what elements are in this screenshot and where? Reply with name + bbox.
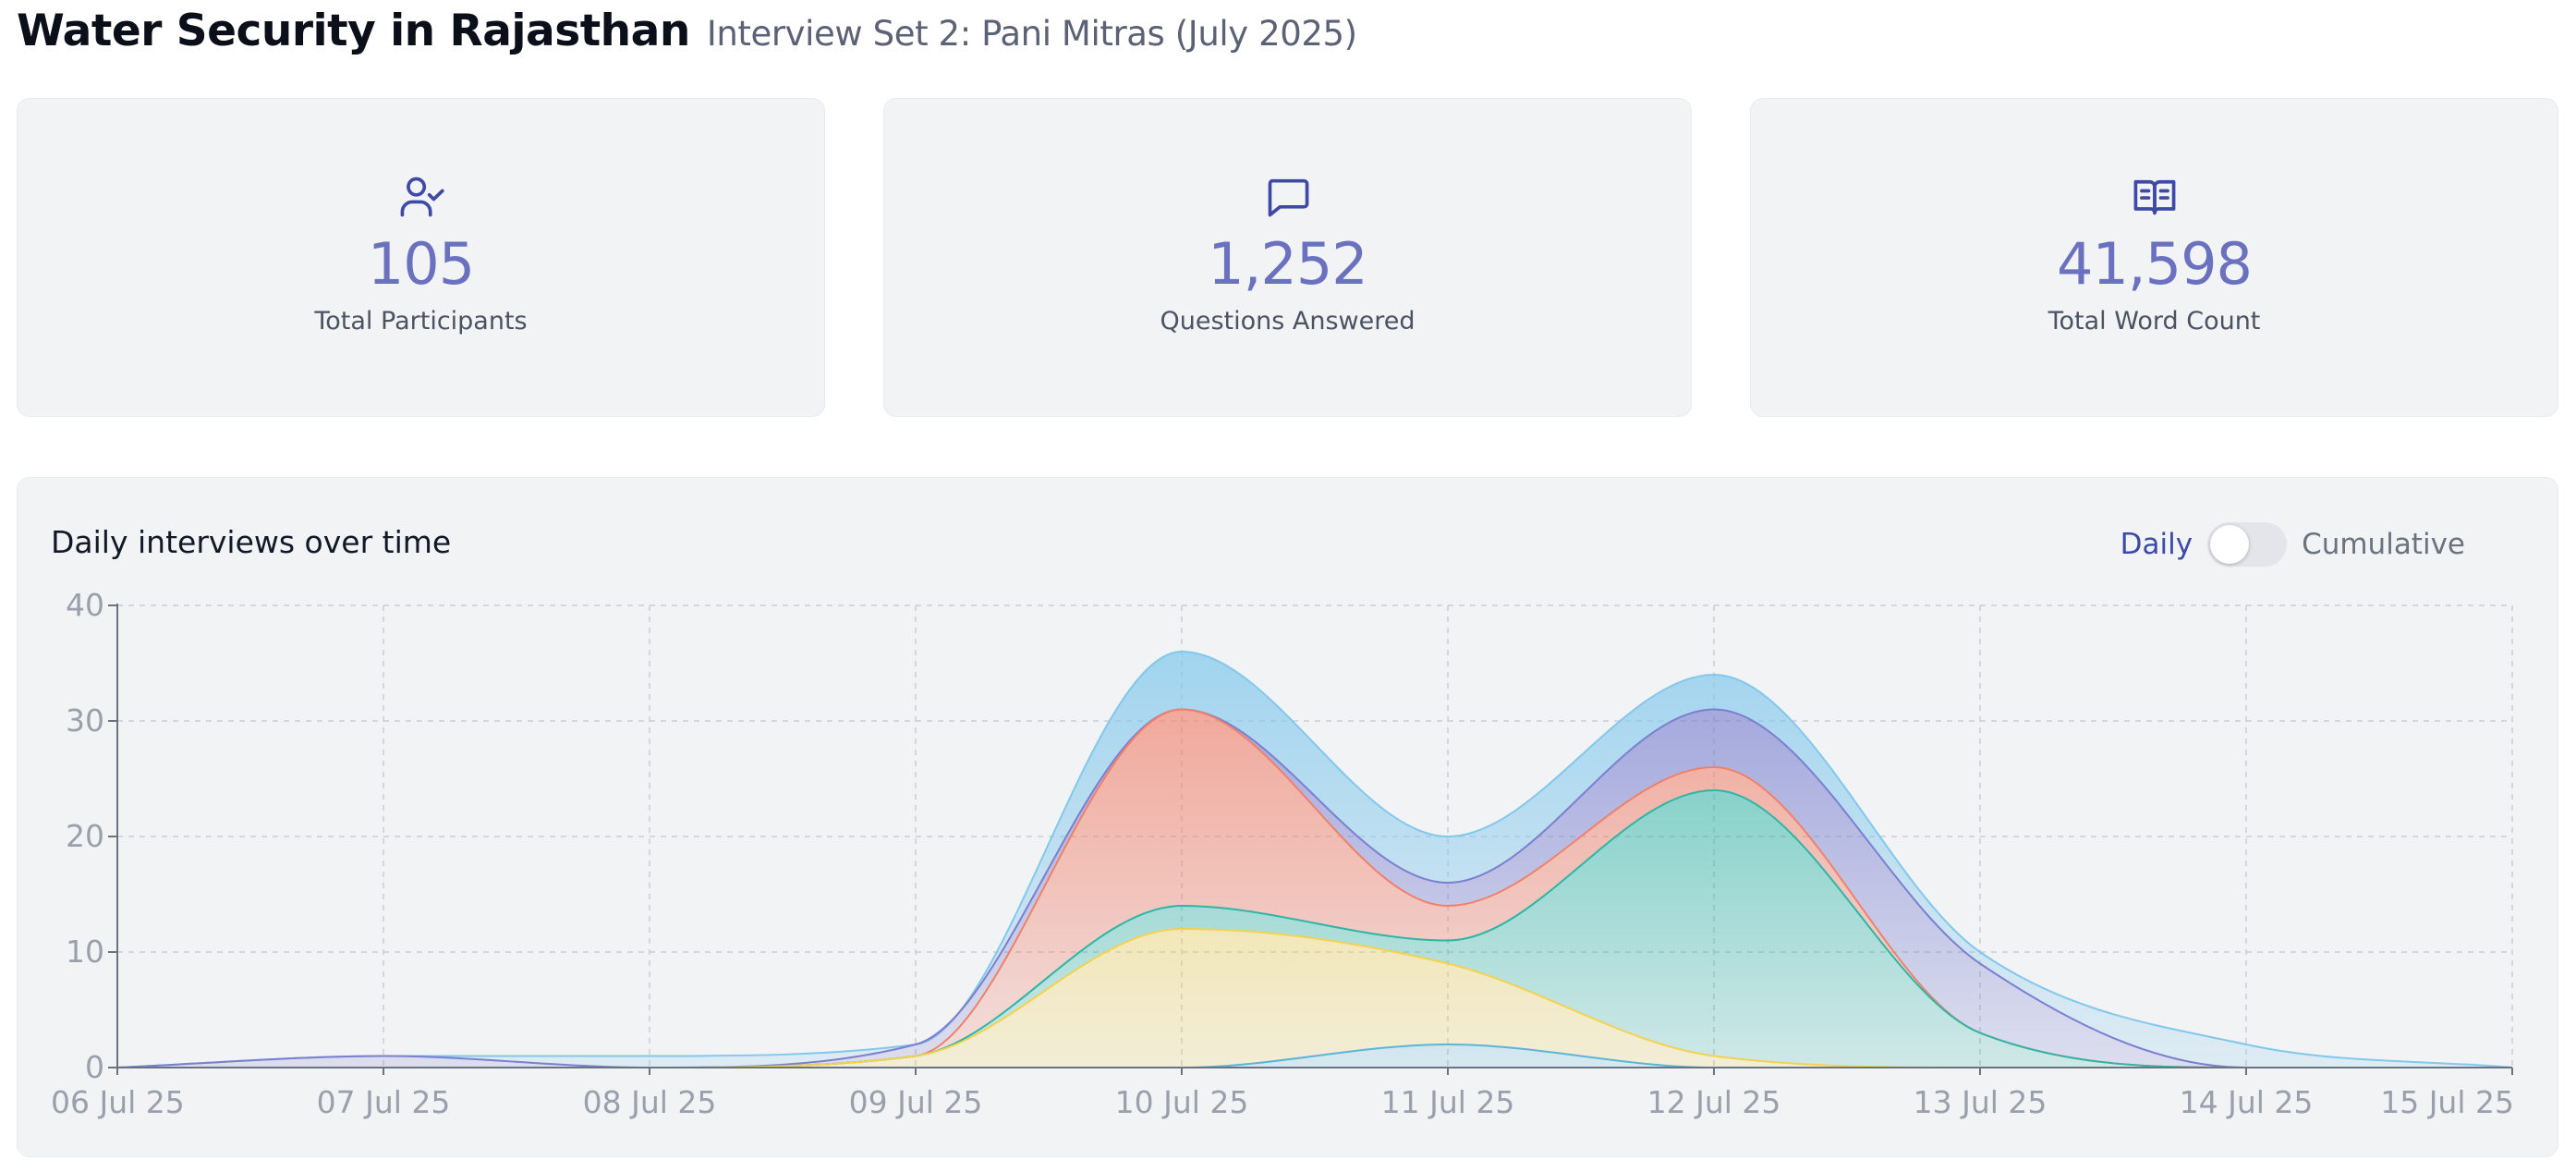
- series-area: [117, 929, 2512, 1068]
- toggle-knob[interactable]: [2210, 525, 2250, 564]
- x-tick-label: 13 Jul 25: [1914, 1084, 2047, 1120]
- toggle-cumulative-label[interactable]: Cumulative: [2302, 528, 2465, 561]
- y-tick-label: 10: [66, 934, 104, 970]
- x-tick-label: 09 Jul 25: [849, 1084, 983, 1120]
- page-subtitle: Interview Set 2: Pani Mitras (July 2025): [706, 14, 1357, 54]
- daily-cumulative-switch[interactable]: [2207, 522, 2288, 567]
- x-tick-label: 08 Jul 25: [583, 1084, 717, 1120]
- stat-value: 105: [367, 230, 475, 298]
- stat-value: 41,598: [2057, 230, 2253, 298]
- stat-label: Total Word Count: [2047, 307, 2261, 336]
- x-tick-label: 14 Jul 25: [2180, 1084, 2314, 1120]
- view-toggle[interactable]: Daily Cumulative: [2120, 522, 2465, 567]
- user-check-icon: [397, 173, 445, 221]
- area-layer: [116, 650, 2513, 1069]
- stat-label: Questions Answered: [1160, 307, 1416, 336]
- axis-layer: 0 10 20 30 40 06 Jul 25 07 Jul 25 08 Jul 25 09 J…: [51, 587, 2514, 1120]
- area-chart: 0 10 20 30 40 06 Jul 25 07 Jul 25 08 Jul 25 09 J…: [51, 587, 2514, 1120]
- page-title: Water Security in Rajasthan: [17, 6, 690, 56]
- x-tick-label: 15 Jul 25: [2380, 1084, 2514, 1120]
- y-tick-label: 40: [66, 587, 104, 623]
- y-tick-label: 20: [66, 818, 104, 854]
- page-header: Water Security in Rajasthan Interview Se…: [17, 6, 1357, 56]
- stat-value: 1,252: [1208, 230, 1368, 298]
- toggle-daily-label[interactable]: Daily: [2120, 528, 2193, 561]
- y-tick-label: 30: [66, 702, 104, 739]
- chart-title: Daily interviews over time: [51, 524, 452, 560]
- book-open-icon: [2131, 173, 2179, 221]
- x-tick-label: 06 Jul 25: [51, 1084, 185, 1120]
- chart-panel: Daily interviews over time Daily Cumulat…: [17, 477, 2558, 1157]
- y-tick-label: 0: [85, 1049, 104, 1085]
- stat-card-participants: 105 Total Participants: [17, 98, 825, 417]
- series-area: [117, 790, 2512, 1068]
- x-tick-label: 12 Jul 25: [1647, 1084, 1781, 1120]
- x-tick-label: 11 Jul 25: [1381, 1084, 1515, 1120]
- stat-card-questions: 1,252 Questions Answered: [883, 98, 1692, 417]
- message-square-icon: [1264, 173, 1312, 221]
- stat-label: Total Participants: [314, 307, 528, 336]
- x-tick-label: 07 Jul 25: [317, 1084, 451, 1120]
- stat-card-word-count: 41,598 Total Word Count: [1750, 98, 2558, 417]
- series-line: [116, 708, 2512, 1069]
- series-line: [116, 650, 2513, 1068]
- x-tick-label: 10 Jul 25: [1115, 1084, 1249, 1120]
